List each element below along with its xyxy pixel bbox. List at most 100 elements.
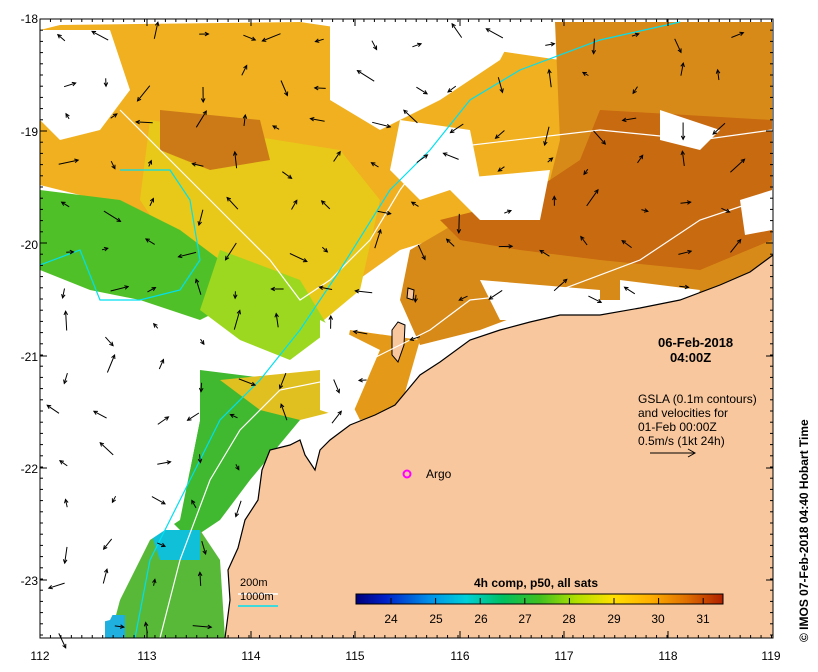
velocity-arrow (374, 229, 382, 249)
velocity-arrow-head (320, 200, 326, 205)
velocity-arrow-head (314, 38, 320, 43)
velocity-arrow-head (151, 286, 157, 292)
velocity-arrow (631, 33, 639, 37)
velocity-arrow (539, 249, 550, 257)
velocity-arrow (593, 130, 606, 145)
velocity-arrow (61, 201, 70, 208)
velocity-arrow-head (119, 624, 125, 629)
velocity-arrow (238, 378, 256, 386)
velocity-arrow-head (200, 340, 205, 346)
velocity-arrow (544, 126, 550, 146)
velocity-arrow-head (677, 48, 682, 54)
velocity-arrow-head (543, 141, 548, 147)
velocity-arrow (137, 85, 151, 102)
velocity-arrow (504, 210, 512, 214)
velocity-arrow (105, 336, 114, 347)
velocity-arrow-head (583, 170, 588, 176)
argo-float-marker (402, 469, 412, 479)
velocity-arrow (59, 460, 68, 467)
velocity-arrow-head (336, 150, 341, 156)
velocity-arrow-head (497, 167, 503, 172)
velocity-arrow-head (335, 388, 340, 394)
velocity-arrow (114, 625, 124, 628)
velocity-arrow-head (229, 413, 235, 419)
velocity-arrow-head (143, 621, 149, 627)
velocity-arrow-head (65, 112, 70, 118)
velocity-arrow-head (274, 312, 279, 318)
velocity-arrow-head (197, 458, 203, 464)
velocity-arrow (495, 130, 505, 139)
velocity-arrow (414, 294, 417, 302)
velocity-arrow-head (594, 188, 599, 194)
velocity-arrow-head (236, 309, 241, 315)
colorbar (355, 593, 724, 605)
velocity-arrow-head (103, 246, 109, 252)
velocity-arrow-head (46, 404, 52, 410)
velocity-arrow-head (58, 460, 64, 465)
velocity-arrow (91, 30, 109, 41)
velocity-arrow-head (356, 70, 362, 75)
coastline (224, 254, 773, 638)
velocity-arrow-head (328, 314, 334, 320)
velocity-arrow (110, 160, 116, 169)
velocity-arrow-head (643, 208, 649, 213)
velocity-arrow (102, 569, 108, 584)
lon-tick-label: 112 (30, 649, 50, 663)
colorbar-tick-label: 29 (607, 612, 621, 626)
velocity-arrow (545, 43, 555, 46)
velocity-arrow (417, 244, 426, 260)
colorbar-tick-label: 26 (474, 612, 488, 626)
velocity-arrow (275, 313, 279, 328)
velocity-arrow (187, 412, 200, 421)
velocity-arrow-head (251, 36, 257, 41)
velocity-arrow-head (550, 42, 556, 47)
velocity-arrow (225, 242, 237, 261)
velocity-arrow-head (235, 465, 240, 471)
velocity-arrow-head (154, 21, 160, 27)
velocity-arrow (178, 251, 197, 258)
velocity-arrow-head (136, 96, 142, 102)
colorbar-tick-label: 24 (384, 612, 398, 626)
velocity-arrow-head (547, 68, 552, 74)
velocity-arrow-head (166, 460, 172, 465)
lon-tick-label: 119 (761, 649, 781, 663)
velocity-arrow (153, 22, 159, 39)
velocity-arrow-head (224, 255, 230, 261)
velocity-arrow (192, 625, 212, 628)
velocity-arrow-head (160, 358, 165, 364)
velocity-arrow-head (621, 239, 627, 245)
lat-tick-label: -22 (20, 462, 38, 476)
velocity-arrow (412, 43, 422, 48)
velocity-arrow (147, 287, 156, 293)
velocity-arrow-head (601, 140, 607, 145)
velocity-arrow-head (508, 244, 514, 249)
velocity-arrow-head (680, 150, 686, 156)
colorbar-ticks (390, 598, 704, 604)
velocity-arrow-head (552, 195, 557, 201)
velocity-arrow-head (740, 158, 746, 164)
velocity-arrow-head (318, 285, 324, 290)
velocity-arrow-head (103, 568, 109, 574)
velocity-arrow-head (725, 208, 731, 213)
velocity-arrow (106, 354, 116, 373)
velocity-arrow (110, 286, 129, 292)
islands (391, 287, 415, 363)
velocity-arrow-head (352, 329, 358, 335)
velocity-arrow (621, 240, 632, 249)
lon-tick-label: 117 (554, 649, 574, 663)
velocity-arrow-head (458, 296, 464, 301)
velocity-arrow (65, 311, 68, 331)
velocity-arrow-head (591, 49, 597, 55)
velocity-arrow (235, 500, 242, 517)
velocity-arrow-head (485, 28, 491, 33)
velocity-arrow (680, 201, 691, 204)
velocity-arrow (230, 414, 238, 419)
velocity-arrow-head (447, 88, 453, 93)
velocity-arrow-head (261, 37, 267, 42)
velocity-arrow-head (186, 416, 192, 421)
imos-credit: © IMOS 07-Feb-2018 04:40 Hobart Time (797, 419, 811, 642)
velocity-arrow (314, 87, 326, 89)
velocity-arrow-head (63, 310, 69, 316)
velocity-arrow-head (283, 91, 289, 97)
